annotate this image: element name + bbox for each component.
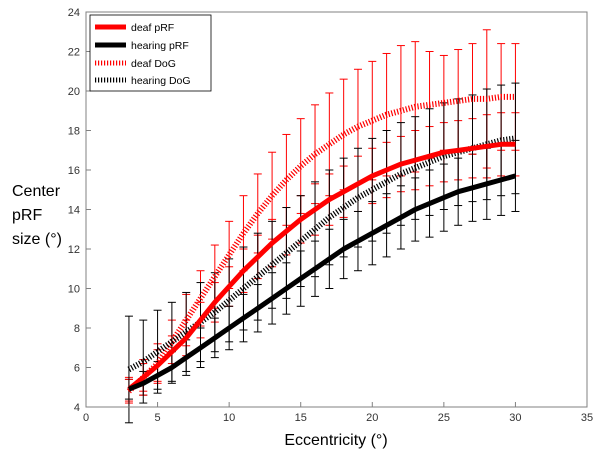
legend-label-hearing-dog: hearing DoG	[131, 75, 191, 87]
y-tick-label: 20	[68, 86, 80, 98]
series-line-deaf-prf	[127, 141, 516, 392]
y-tick-label: 18	[68, 126, 80, 138]
y-axis-title-line-2: pRF	[12, 207, 42, 224]
x-tick-label: 25	[438, 412, 450, 424]
y-tick-label: 24	[68, 7, 80, 19]
axis-ticks: 0 5 10 15 20 25 30 35 4 6 8 10 12 14 16 18 20 22 24	[68, 7, 593, 424]
legend-label-deaf-prf: deaf pRF	[131, 22, 174, 34]
x-tick-label: 0	[83, 412, 89, 424]
legend: deaf pRF hearing pRF deaf DoG hearing Do…	[89, 14, 212, 92]
error-bars-hearing-dog	[124, 82, 520, 424]
legend-label-deaf-dog: deaf DoG	[131, 58, 176, 70]
x-axis-title: Eccentricity (°)	[284, 432, 387, 449]
series-lines	[126, 93, 517, 394]
y-tick-label: 8	[74, 323, 80, 335]
legend-label-hearing-prf: hearing pRF	[131, 40, 189, 52]
y-tick-label: 4	[74, 402, 80, 414]
x-tick-label: 5	[155, 412, 161, 424]
y-tick-label: 22	[68, 47, 80, 59]
y-tick-label: 12	[68, 244, 80, 256]
y-tick-label: 14	[68, 205, 80, 217]
x-tick-label: 35	[581, 412, 593, 424]
y-tick-label: 6	[74, 363, 80, 375]
x-tick-label: 20	[366, 412, 378, 424]
x-tick-label: 10	[223, 412, 235, 424]
series-line-hearing-prf	[127, 173, 517, 392]
x-tick-label: 30	[509, 412, 521, 424]
series-line-deaf-dog	[126, 93, 516, 394]
y-axis-title-line-3: size (°)	[12, 231, 62, 248]
y-tick-label: 10	[68, 284, 80, 296]
y-axis-title-line-1: Center	[12, 183, 61, 200]
y-tick-label: 16	[68, 165, 80, 177]
x-tick-label: 15	[295, 412, 307, 424]
